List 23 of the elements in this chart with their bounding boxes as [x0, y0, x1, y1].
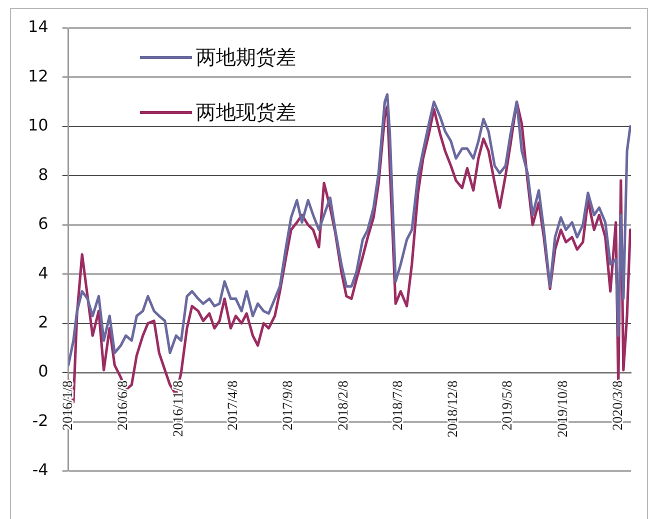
x-tick-label: 2019/5/8: [500, 380, 516, 430]
y-tick-label: 14: [28, 17, 48, 36]
x-tick-label: 2018/7/8: [390, 380, 406, 430]
x-tick-label: 2016/11/8: [171, 380, 186, 437]
x-tick-label: 2016/1/8: [61, 380, 76, 430]
x-tick-label: 2018/12/8: [446, 380, 462, 438]
legend-label: 两地期货差: [196, 44, 296, 71]
y-tick-label: 10: [28, 116, 48, 135]
x-tick-label: 2017/9/8: [281, 380, 296, 430]
legend-label: 两地现货差: [196, 99, 296, 126]
y-tick-label: 6: [38, 214, 48, 234]
x-tick-label: 2017/4/8: [226, 380, 241, 430]
x-tick-label: 2018/2/8: [336, 380, 352, 430]
y-tick-label: 2: [38, 312, 48, 332]
y-tick-label: -4: [32, 460, 48, 480]
y-tick-label: 4: [38, 263, 48, 282]
y-tick-label: 8: [38, 164, 48, 184]
y-tick-label: 0: [38, 362, 48, 381]
x-tick-label: 2016/6/8: [116, 380, 131, 430]
y-tick-label: 12: [28, 66, 48, 86]
y-tick-label: -2: [32, 410, 48, 430]
x-tick-label: 2019/10/8: [556, 380, 572, 438]
x-tick-label: 2020/3/8: [611, 380, 626, 430]
